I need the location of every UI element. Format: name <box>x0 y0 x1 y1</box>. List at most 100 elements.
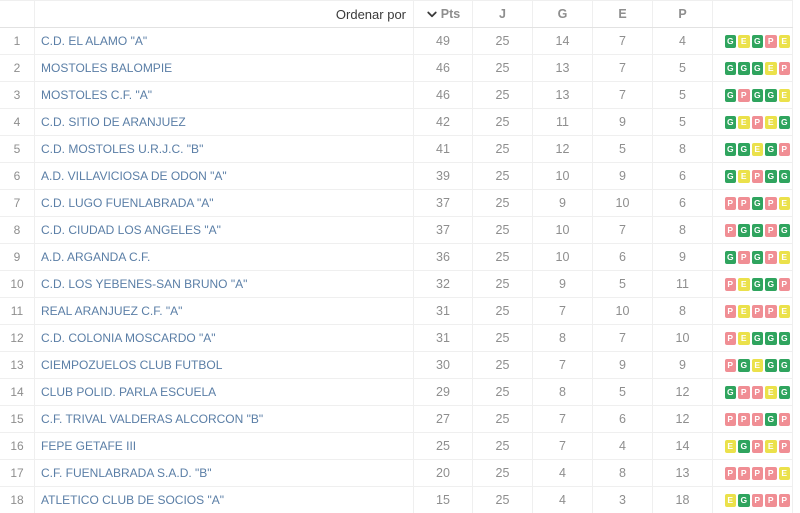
draws-value: 9 <box>592 109 652 135</box>
position: 15 <box>10 412 24 426</box>
draws-value: 7 <box>592 217 652 243</box>
played-value: 25 <box>472 433 532 459</box>
team-link[interactable]: C.F. TRIVAL VALDERAS ALCORCON "B" <box>41 412 264 426</box>
team-link[interactable]: C.D. LUGO FUENLABRADA "A" <box>41 196 214 210</box>
team-link[interactable]: C.D. COLONIA MOSCARDO "A" <box>41 331 216 345</box>
form-badge-loss: P <box>724 223 736 237</box>
played-value: 25 <box>472 55 532 81</box>
form-badge-loss: P <box>751 115 763 129</box>
pts-value: 32 <box>413 271 472 297</box>
losses-value: 6 <box>652 190 712 216</box>
column-header-wins[interactable]: G <box>532 1 592 27</box>
form-badge-draw: E <box>738 277 750 291</box>
wins-value: 9 <box>532 271 592 297</box>
form-badge-win: G <box>765 277 777 291</box>
form-badge-win: G <box>724 250 736 264</box>
table-row: 6 A.D. VILLAVICIOSA DE ODON "A" 39 25 10… <box>0 163 793 190</box>
table-row: 10 C.D. LOS YEBENES-SAN BRUNO "A" 32 25 … <box>0 271 793 298</box>
form-badge-draw: E <box>724 439 736 453</box>
form-badge-win: G <box>724 115 736 129</box>
losses-value: 8 <box>652 298 712 324</box>
position: 9 <box>13 250 21 264</box>
draws-value: 4 <box>592 433 652 459</box>
position: 1 <box>13 34 21 48</box>
played-value: 25 <box>472 325 532 351</box>
column-header-pts[interactable]: Pts <box>413 1 472 27</box>
position: 3 <box>13 88 21 102</box>
played-value: 25 <box>472 460 532 486</box>
pts-value: 20 <box>413 460 472 486</box>
chevron-down-icon <box>426 8 438 20</box>
team-link[interactable]: C.F. FUENLABRADA S.A.D. "B" <box>41 466 212 480</box>
form-badge-win: G <box>765 412 777 426</box>
form-badge-loss: P <box>778 493 790 507</box>
form-badge-win: G <box>724 142 736 156</box>
form-badge-loss: P <box>778 439 790 453</box>
losses-value: 18 <box>652 487 712 513</box>
draws-value: 7 <box>592 55 652 81</box>
losses-value: 9 <box>652 244 712 270</box>
draws-value: 6 <box>592 406 652 432</box>
form-badge-draw: E <box>778 196 790 210</box>
played-value: 25 <box>472 82 532 108</box>
form-badge-win: G <box>738 439 750 453</box>
draws-value: 5 <box>592 379 652 405</box>
team-link[interactable]: REAL ARANJUEZ C.F. "A" <box>41 304 183 318</box>
form-badge-draw: E <box>738 115 750 129</box>
form-badge-win: G <box>724 385 736 399</box>
form-badge-draw: E <box>778 304 790 318</box>
column-header-played[interactable]: J <box>472 1 532 27</box>
table-header: Ordenar por Pts J G E P <box>0 1 793 28</box>
team-link[interactable]: C.D. SITIO DE ARANJUEZ <box>41 115 186 129</box>
form-badge-win: G <box>778 358 790 372</box>
form-badge-win: G <box>765 169 777 183</box>
team-link[interactable]: MOSTOLES C.F. "A" <box>41 88 152 102</box>
pts-value: 39 <box>413 163 472 189</box>
column-header-losses[interactable]: P <box>652 1 712 27</box>
position: 11 <box>10 304 24 318</box>
draws-value: 7 <box>592 325 652 351</box>
team-link[interactable]: C.D. EL ALAMO "A" <box>41 34 148 48</box>
losses-value: 12 <box>652 379 712 405</box>
team-link[interactable]: C.D. MOSTOLES U.R.J.C. "B" <box>41 142 204 156</box>
team-link[interactable]: CIEMPOZUELOS CLUB FUTBOL <box>41 358 223 372</box>
form-badge-win: G <box>738 358 750 372</box>
pts-value: 31 <box>413 325 472 351</box>
table-row: 11 REAL ARANJUEZ C.F. "A" 31 25 7 10 8 P… <box>0 298 793 325</box>
played-value: 25 <box>472 190 532 216</box>
team-link[interactable]: CLUB POLID. PARLA ESCUELA <box>41 385 217 399</box>
position: 8 <box>13 223 21 237</box>
form-badge-loss: P <box>724 196 736 210</box>
team-link[interactable]: ATLETICO CLUB DE SOCIOS "A" <box>41 493 224 507</box>
team-link[interactable]: A.D. ARGANDA C.F. <box>41 250 151 264</box>
team-link[interactable]: MOSTOLES BALOMPIE <box>41 61 173 75</box>
pts-value: 49 <box>413 28 472 54</box>
pts-value: 46 <box>413 55 472 81</box>
table-row: 7 C.D. LUGO FUENLABRADA "A" 37 25 9 10 6… <box>0 190 793 217</box>
team-link[interactable]: C.D. CIUDAD LOS ANGELES "A" <box>41 223 221 237</box>
form-badge-win: G <box>738 61 750 75</box>
played-value: 25 <box>472 487 532 513</box>
losses-value: 5 <box>652 109 712 135</box>
team-link[interactable]: A.D. VILLAVICIOSA DE ODON "A" <box>41 169 227 183</box>
draws-value: 9 <box>592 352 652 378</box>
form-badge-win: G <box>765 331 777 345</box>
column-header-draws[interactable]: E <box>592 1 652 27</box>
form-badge-win: G <box>724 34 736 48</box>
form-badge-loss: P <box>751 412 763 426</box>
position: 5 <box>13 142 21 156</box>
team-link[interactable]: C.D. LOS YEBENES-SAN BRUNO "A" <box>41 277 248 291</box>
draws-value: 6 <box>592 244 652 270</box>
form-badge-loss: P <box>738 196 750 210</box>
team-link[interactable]: FEPE GETAFE III <box>41 439 137 453</box>
